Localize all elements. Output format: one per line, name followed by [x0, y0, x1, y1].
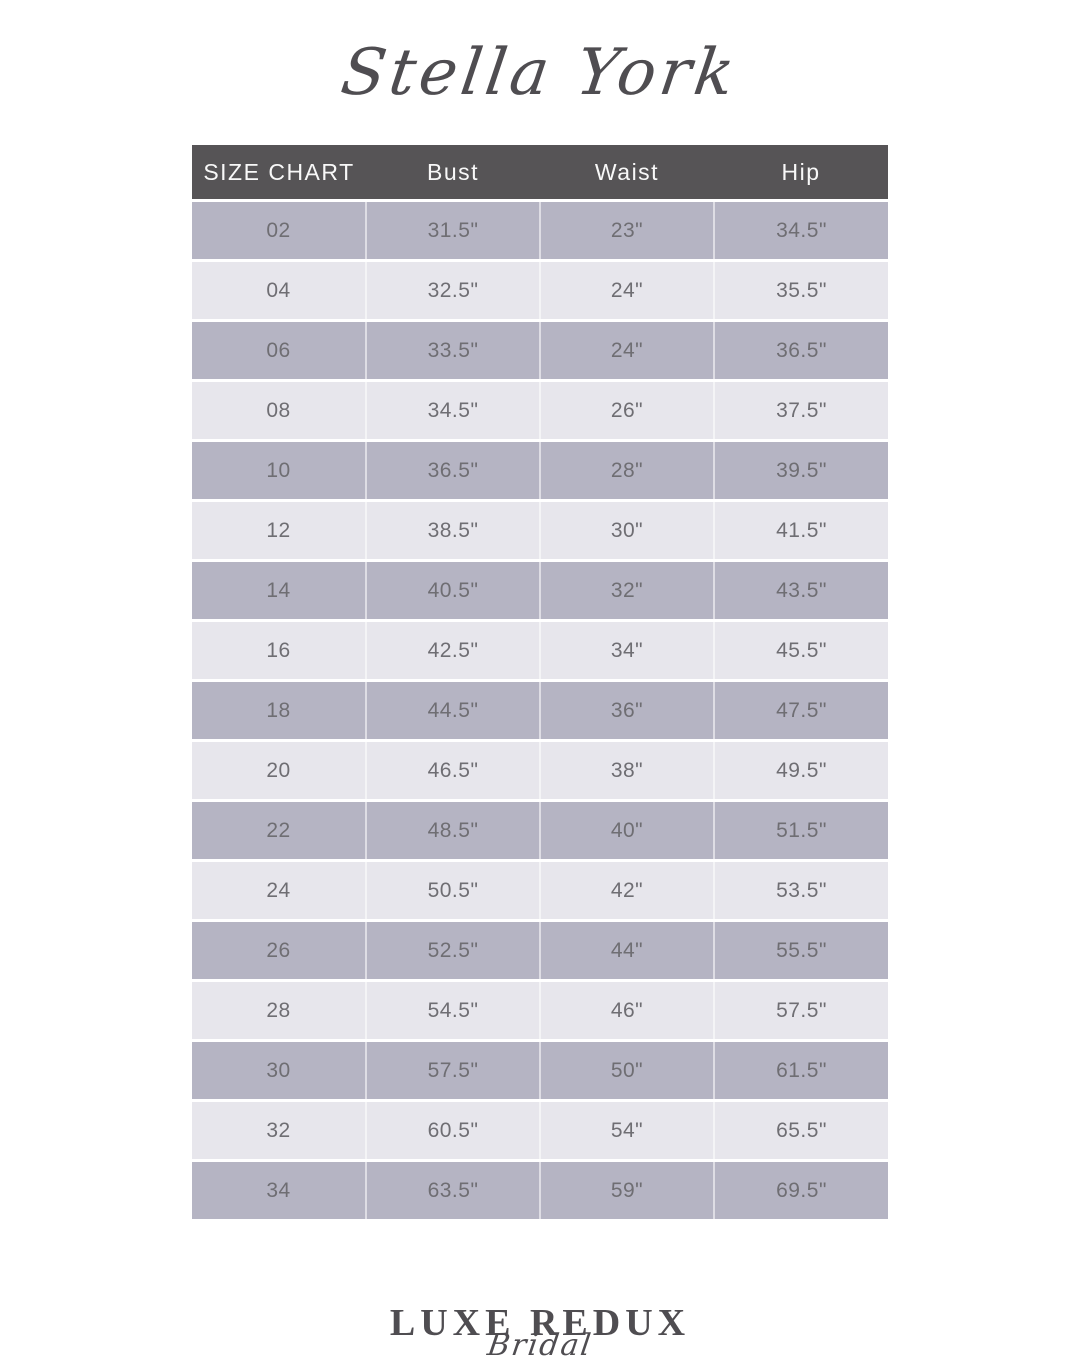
hip-cell: 36.5"	[714, 320, 888, 382]
bust-cell: 36.5"	[366, 440, 541, 502]
table-body: 02 31.5" 23" 34.5" 04 32.5" 24" 35.5" 06…	[192, 200, 888, 1222]
waist-cell: 24"	[540, 320, 715, 382]
table-row: 32 60.5" 54" 65.5"	[192, 1100, 888, 1162]
waist-cell: 24"	[540, 260, 715, 322]
bust-cell: 57.5"	[366, 1040, 541, 1102]
size-cell: 20	[192, 740, 367, 802]
waist-cell: 40"	[540, 800, 715, 862]
table-row: 14 40.5" 32" 43.5"	[192, 560, 888, 622]
table-row: 30 57.5" 50" 61.5"	[192, 1040, 888, 1102]
size-chart-table: SIZE CHART Bust Waist Hip 02 31.5" 23" 3…	[192, 145, 888, 1222]
waist-cell: 26"	[540, 380, 715, 442]
hip-cell: 35.5"	[714, 260, 888, 322]
bust-cell: 44.5"	[366, 680, 541, 742]
table-header-row: SIZE CHART Bust Waist Hip	[192, 145, 888, 202]
hip-cell: 57.5"	[714, 980, 888, 1042]
hip-cell: 51.5"	[714, 800, 888, 862]
size-cell: 34	[192, 1160, 367, 1222]
bust-cell: 54.5"	[366, 980, 541, 1042]
table-row: 08 34.5" 26" 37.5"	[192, 380, 888, 442]
table-row: 28 54.5" 46" 57.5"	[192, 980, 888, 1042]
size-cell: 06	[192, 320, 367, 382]
waist-cell: 44"	[540, 920, 715, 982]
bust-cell: 60.5"	[366, 1100, 541, 1162]
luxe-redux-logo: LUXE REDUX	[389, 1302, 691, 1344]
waist-cell: 59"	[540, 1160, 715, 1222]
bust-cell: 52.5"	[366, 920, 541, 982]
bust-cell: 31.5"	[366, 200, 541, 262]
bust-cell: 40.5"	[366, 560, 541, 622]
size-cell: 16	[192, 620, 367, 682]
table-row: 16 42.5" 34" 45.5"	[192, 620, 888, 682]
header-hip: Hip	[714, 145, 888, 202]
hip-cell: 37.5"	[714, 380, 888, 442]
hip-cell: 53.5"	[714, 860, 888, 922]
table-row: 10 36.5" 28" 39.5"	[192, 440, 888, 502]
bust-cell: 63.5"	[366, 1160, 541, 1222]
table-row: 22 48.5" 40" 51.5"	[192, 800, 888, 862]
size-cell: 14	[192, 560, 367, 622]
bust-cell: 46.5"	[366, 740, 541, 802]
size-cell: 12	[192, 500, 367, 562]
hip-cell: 61.5"	[714, 1040, 888, 1102]
header-size-chart: SIZE CHART	[192, 145, 366, 202]
table-row: 20 46.5" 38" 49.5"	[192, 740, 888, 802]
size-cell: 04	[192, 260, 367, 322]
size-cell: 18	[192, 680, 367, 742]
table-row: 26 52.5" 44" 55.5"	[192, 920, 888, 982]
waist-cell: 46"	[540, 980, 715, 1042]
bust-cell: 48.5"	[366, 800, 541, 862]
table-head: SIZE CHART Bust Waist Hip	[192, 145, 888, 202]
hip-cell: 65.5"	[714, 1100, 888, 1162]
header-waist: Waist	[540, 145, 714, 202]
bust-cell: 33.5"	[366, 320, 541, 382]
hip-cell: 47.5"	[714, 680, 888, 742]
hip-cell: 69.5"	[714, 1160, 888, 1222]
hip-cell: 55.5"	[714, 920, 888, 982]
hip-cell: 39.5"	[714, 440, 888, 502]
hip-cell: 41.5"	[714, 500, 888, 562]
size-cell: 02	[192, 200, 367, 262]
waist-cell: 50"	[540, 1040, 715, 1102]
table-row: 02 31.5" 23" 34.5"	[192, 200, 888, 262]
size-cell: 30	[192, 1040, 367, 1102]
size-cell: 10	[192, 440, 367, 502]
size-cell: 32	[192, 1100, 367, 1162]
waist-cell: 34"	[540, 620, 715, 682]
bust-cell: 32.5"	[366, 260, 541, 322]
size-cell: 24	[192, 860, 367, 922]
waist-cell: 36"	[540, 680, 715, 742]
size-cell: 22	[192, 800, 367, 862]
brand-header: Stella York	[0, 0, 1080, 145]
bust-cell: 34.5"	[366, 380, 541, 442]
bridal-script-logo: Bridal	[485, 1328, 595, 1363]
table-row: 24 50.5" 42" 53.5"	[192, 860, 888, 922]
table-row: 34 63.5" 59" 69.5"	[192, 1160, 888, 1222]
footer-logo: LUXE REDUX Bridal	[0, 1304, 1080, 1363]
stella-york-logo: Stella York	[337, 35, 743, 110]
bust-cell: 42.5"	[366, 620, 541, 682]
waist-cell: 54"	[540, 1100, 715, 1162]
size-cell: 08	[192, 380, 367, 442]
table-row: 18 44.5" 36" 47.5"	[192, 680, 888, 742]
hip-cell: 34.5"	[714, 200, 888, 262]
table-row: 12 38.5" 30" 41.5"	[192, 500, 888, 562]
bust-cell: 50.5"	[366, 860, 541, 922]
hip-cell: 43.5"	[714, 560, 888, 622]
waist-cell: 38"	[540, 740, 715, 802]
hip-cell: 49.5"	[714, 740, 888, 802]
waist-cell: 30"	[540, 500, 715, 562]
table-row: 04 32.5" 24" 35.5"	[192, 260, 888, 322]
table-row: 06 33.5" 24" 36.5"	[192, 320, 888, 382]
size-cell: 28	[192, 980, 367, 1042]
waist-cell: 23"	[540, 200, 715, 262]
hip-cell: 45.5"	[714, 620, 888, 682]
header-bust: Bust	[366, 145, 540, 202]
bust-cell: 38.5"	[366, 500, 541, 562]
waist-cell: 42"	[540, 860, 715, 922]
waist-cell: 28"	[540, 440, 715, 502]
waist-cell: 32"	[540, 560, 715, 622]
size-cell: 26	[192, 920, 367, 982]
